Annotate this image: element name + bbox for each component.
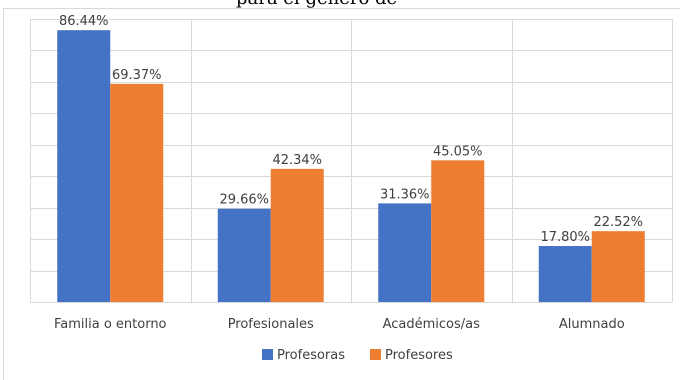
bar-profesoras-2 — [217, 208, 271, 302]
bar-profesores-1 — [110, 83, 164, 302]
legend-label-profesoras: Profesoras — [277, 348, 345, 363]
legend-swatch-profesoras — [262, 349, 273, 360]
category-label: Profesionales — [228, 317, 314, 332]
bar-profesores-3 — [431, 160, 485, 302]
data-label-profesoras-2: 29.66% — [219, 193, 269, 208]
data-label-profesores-3: 45.05% — [433, 144, 483, 159]
legend: Profesoras Profesores — [262, 348, 453, 363]
data-label-profesoras-4: 17.80% — [540, 230, 590, 245]
category-label: Alumnado — [559, 317, 625, 332]
bar-profesores-4 — [591, 231, 645, 302]
bar-profesoras-4 — [538, 246, 592, 302]
chart-frame — [3, 8, 680, 380]
data-label-profesoras-1: 86.44% — [59, 14, 109, 29]
bars-group — [57, 30, 645, 303]
category-label: Familia o entorno — [54, 317, 167, 332]
bar-profesoras-1 — [57, 30, 111, 303]
data-labels-group: 86.44% 69.37% 29.66% 42.34% 31.36% 45.05% 17.8… — [59, 14, 643, 245]
legend-label-profesores: Profesores — [385, 348, 453, 363]
legend-swatch-profesores — [370, 349, 381, 360]
category-labels-group: Familia o entorno Profesionales Académicos… — [54, 317, 625, 332]
data-label-profesoras-3: 31.36% — [380, 187, 430, 202]
data-label-profesores-2: 42.34% — [272, 153, 322, 168]
bar-profesores-2 — [270, 168, 324, 302]
category-label: Académicos/as — [383, 317, 481, 332]
bar-profesoras-3 — [378, 203, 432, 302]
data-label-profesores-4: 22.52% — [593, 215, 643, 230]
data-label-profesores-1: 69.37% — [112, 68, 162, 83]
category-separators — [30, 19, 673, 302]
